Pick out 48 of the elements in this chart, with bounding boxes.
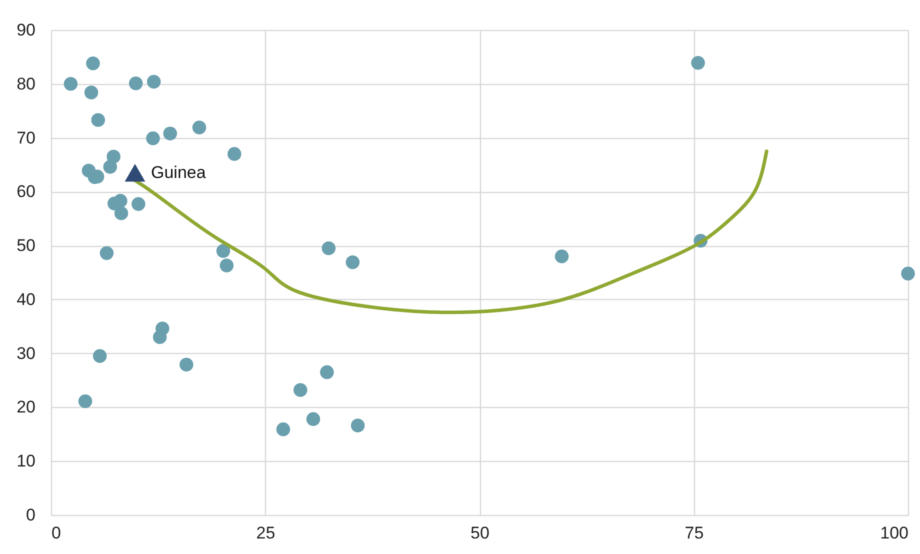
point: [78, 394, 92, 408]
y-tick-label: 60: [16, 182, 36, 202]
point: [293, 383, 308, 397]
point: [91, 113, 106, 127]
point: [103, 160, 118, 174]
point: [276, 422, 290, 436]
point: [84, 86, 98, 100]
y-tick-label: 10: [16, 452, 36, 471]
point: [216, 244, 230, 258]
point: [691, 56, 705, 70]
point: [228, 147, 242, 161]
y-tick-label: 0: [26, 506, 36, 524]
point: [554, 249, 569, 264]
y-tick-label: 70: [16, 128, 36, 148]
point: [146, 131, 160, 146]
y-tick-label: 40: [16, 290, 36, 309]
point: [132, 197, 146, 211]
x-tick-label: 25: [256, 524, 276, 542]
point: [86, 56, 100, 70]
point: [124, 164, 146, 182]
point: [320, 365, 334, 380]
point: [64, 77, 78, 91]
point: [350, 418, 365, 432]
x-tick-label: 0: [52, 524, 61, 542]
y-tick-label: 90: [16, 20, 36, 40]
point: [128, 76, 143, 90]
y-tick-label: 30: [16, 344, 36, 363]
point: [322, 241, 336, 256]
series-label: Guinea: [150, 162, 206, 182]
y-tick-label: 50: [16, 236, 36, 256]
point: [901, 266, 915, 280]
point: [92, 349, 107, 363]
point: [146, 74, 161, 89]
point: [100, 246, 114, 260]
x-tick-label: 100: [880, 524, 908, 542]
y-tick-label: 80: [16, 74, 36, 94]
y-tick-label: 20: [16, 398, 36, 417]
x-tick-label: 50: [470, 524, 490, 542]
point: [180, 358, 194, 372]
point: [114, 194, 128, 208]
x-tick-label: 75: [684, 524, 704, 542]
point: [114, 206, 128, 220]
point: [152, 330, 167, 344]
point: [346, 255, 360, 270]
point: [220, 258, 234, 272]
point: [306, 412, 320, 426]
point: [192, 120, 206, 134]
point: [163, 126, 178, 140]
